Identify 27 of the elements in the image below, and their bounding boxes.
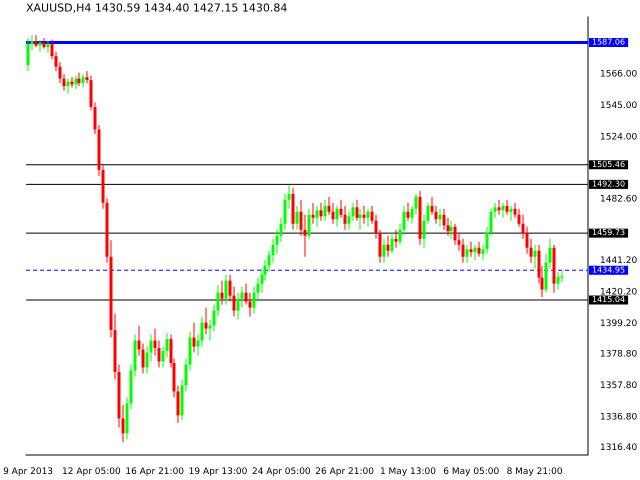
ref-line-label: 1587.06 bbox=[592, 38, 626, 47]
y-tick-label: 1357.80 bbox=[600, 381, 638, 392]
y-tick-label: 1441.20 bbox=[600, 256, 638, 266]
y-tick-label: 1482.60 bbox=[600, 194, 638, 204]
x-tick-label: 8 May 21:00 bbox=[506, 466, 563, 477]
x-tick-label: 26 Apr 21:00 bbox=[315, 466, 374, 477]
x-tick-label: 12 Apr 05:00 bbox=[62, 466, 121, 477]
y-tick-label: 1336.80 bbox=[600, 412, 638, 423]
x-tick-label: 16 Apr 21:00 bbox=[125, 466, 184, 477]
y-tick-label: 1316.40 bbox=[600, 443, 638, 454]
ref-line-label: 1434.95 bbox=[592, 265, 626, 274]
ref-line-label: 1492.30 bbox=[592, 179, 626, 188]
x-tick-label: 1 May 13:00 bbox=[380, 466, 436, 477]
x-tick-label: 24 Apr 05:00 bbox=[252, 466, 311, 477]
ref-line-label: 1415.04 bbox=[592, 295, 626, 304]
x-tick-label: 9 Apr 2013 bbox=[3, 466, 54, 477]
x-tick-label: 19 Apr 13:00 bbox=[188, 466, 248, 477]
y-tick-label: 1545.00 bbox=[600, 100, 638, 111]
y-tick-label: 1399.20 bbox=[600, 319, 638, 330]
y-tick-label: 1566.00 bbox=[600, 69, 638, 80]
ref-line-label: 1459.73 bbox=[592, 228, 626, 238]
y-tick-label: 1524.00 bbox=[600, 132, 638, 142]
candlestick bbox=[560, 271, 564, 282]
x-tick-label: 6 May 05:00 bbox=[443, 466, 500, 477]
chart-title: XAUUSD,H4 1430.59 1434.40 1427.15 1430.84 bbox=[26, 1, 288, 14]
ref-line-label: 1505.46 bbox=[592, 160, 626, 169]
y-tick-label: 1378.80 bbox=[600, 350, 638, 360]
